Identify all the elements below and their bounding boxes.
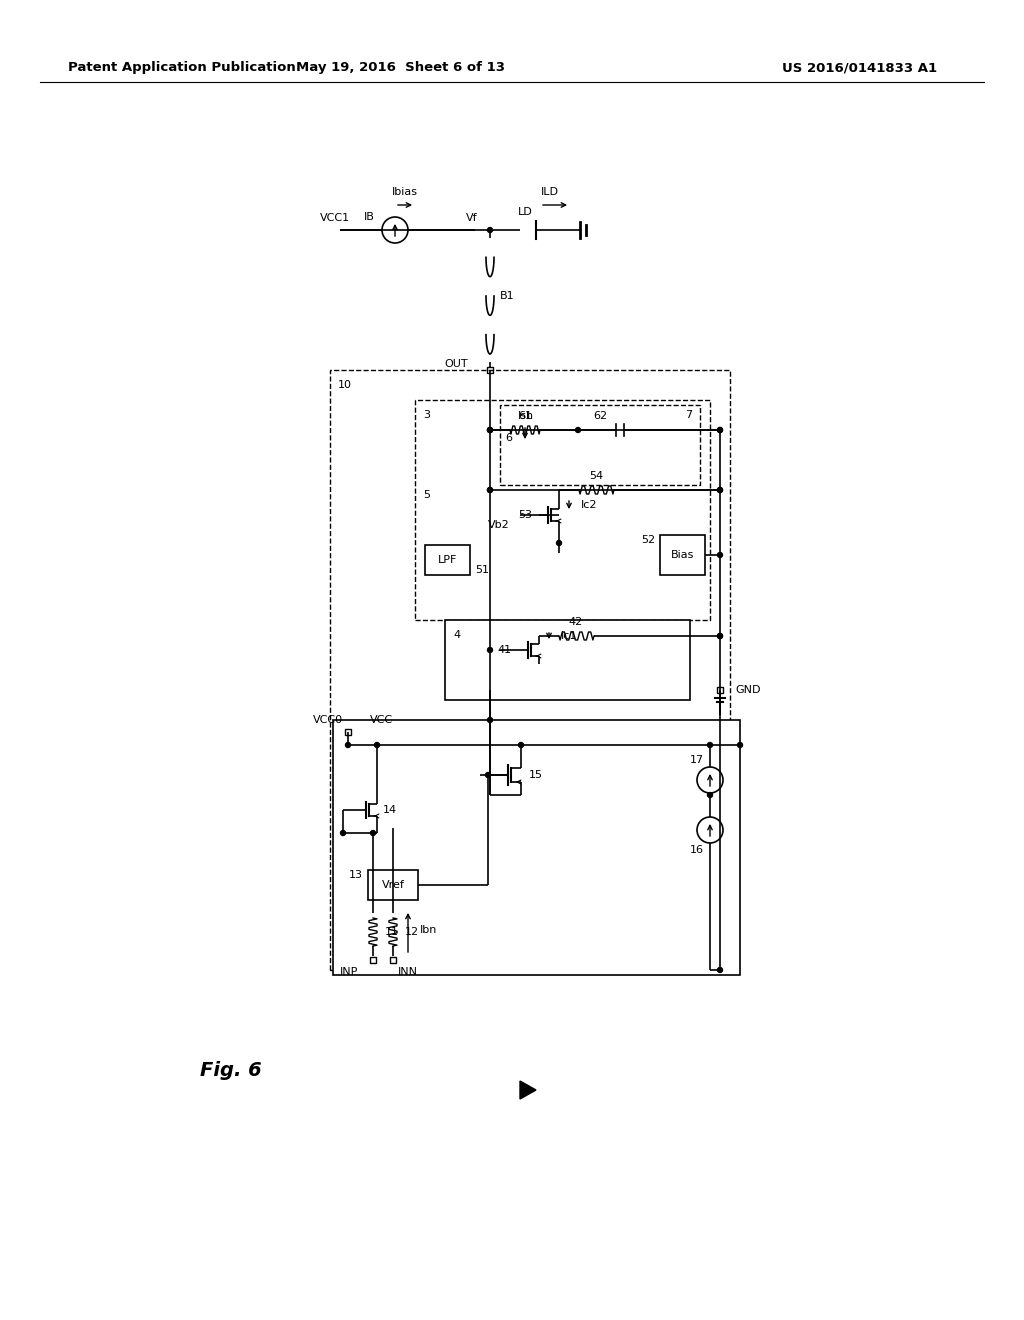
Circle shape bbox=[487, 718, 493, 722]
Text: Ibias: Ibias bbox=[392, 187, 418, 197]
Text: Vf: Vf bbox=[466, 213, 478, 223]
Circle shape bbox=[487, 428, 493, 433]
Text: Bias: Bias bbox=[671, 550, 694, 560]
Bar bbox=[487, 367, 493, 374]
Text: IB: IB bbox=[365, 213, 375, 222]
Circle shape bbox=[718, 428, 723, 433]
Text: 3: 3 bbox=[423, 411, 430, 420]
Circle shape bbox=[487, 428, 493, 433]
Text: 6: 6 bbox=[505, 433, 512, 444]
Circle shape bbox=[371, 830, 376, 836]
Circle shape bbox=[718, 634, 723, 639]
Circle shape bbox=[487, 487, 493, 492]
Text: B1: B1 bbox=[500, 290, 515, 301]
Bar bbox=[445, 620, 690, 700]
Circle shape bbox=[375, 742, 380, 747]
Circle shape bbox=[718, 553, 723, 557]
Text: 42: 42 bbox=[569, 616, 583, 627]
Bar bbox=[330, 370, 730, 970]
Circle shape bbox=[737, 742, 742, 747]
Circle shape bbox=[718, 428, 723, 433]
Text: VCC: VCC bbox=[370, 715, 393, 725]
Text: 10: 10 bbox=[338, 380, 352, 389]
Text: 7: 7 bbox=[685, 411, 692, 420]
Text: 12: 12 bbox=[406, 927, 419, 937]
Polygon shape bbox=[520, 1081, 536, 1100]
Text: INN: INN bbox=[398, 968, 418, 977]
Text: 52: 52 bbox=[641, 535, 655, 545]
Text: May 19, 2016  Sheet 6 of 13: May 19, 2016 Sheet 6 of 13 bbox=[296, 62, 505, 74]
Text: 5: 5 bbox=[423, 490, 430, 500]
Text: ILD: ILD bbox=[541, 187, 559, 197]
Circle shape bbox=[487, 227, 493, 232]
Text: LD: LD bbox=[517, 207, 532, 216]
Text: Ibn: Ibn bbox=[420, 925, 437, 935]
Circle shape bbox=[487, 428, 493, 433]
Circle shape bbox=[345, 742, 350, 747]
Text: 13: 13 bbox=[349, 870, 362, 880]
Text: LPF: LPF bbox=[438, 554, 457, 565]
Text: INP: INP bbox=[340, 968, 358, 977]
Text: 54: 54 bbox=[589, 471, 603, 480]
Text: 53: 53 bbox=[518, 510, 532, 520]
Bar bbox=[425, 545, 470, 576]
Text: 11: 11 bbox=[385, 927, 399, 937]
Bar bbox=[370, 957, 376, 964]
Text: OUT: OUT bbox=[444, 359, 468, 370]
Bar bbox=[390, 957, 396, 964]
Circle shape bbox=[485, 772, 490, 777]
Text: 14: 14 bbox=[383, 805, 397, 814]
Circle shape bbox=[718, 487, 723, 492]
Circle shape bbox=[556, 540, 561, 545]
Text: Ic2: Ic2 bbox=[581, 500, 597, 510]
Text: 51: 51 bbox=[475, 565, 489, 576]
Bar bbox=[333, 719, 740, 975]
Circle shape bbox=[718, 634, 723, 639]
Circle shape bbox=[518, 742, 523, 747]
Text: 16: 16 bbox=[690, 845, 705, 855]
Text: VCC0: VCC0 bbox=[313, 715, 343, 725]
Text: Vb2: Vb2 bbox=[488, 520, 510, 531]
Bar bbox=[368, 870, 418, 900]
Text: 62: 62 bbox=[593, 411, 607, 421]
Circle shape bbox=[708, 792, 713, 797]
Circle shape bbox=[708, 742, 713, 747]
Text: Ic1: Ic1 bbox=[561, 631, 578, 642]
Bar bbox=[415, 400, 710, 620]
Text: Patent Application Publication: Patent Application Publication bbox=[68, 62, 296, 74]
Text: 4: 4 bbox=[453, 630, 460, 640]
Circle shape bbox=[718, 968, 723, 973]
Bar bbox=[345, 729, 351, 735]
Bar bbox=[660, 535, 705, 576]
Circle shape bbox=[718, 487, 723, 492]
Text: Vref: Vref bbox=[382, 880, 404, 890]
Text: Fig. 6: Fig. 6 bbox=[200, 1060, 262, 1080]
Circle shape bbox=[487, 648, 493, 652]
Circle shape bbox=[341, 830, 345, 836]
Text: VCC1: VCC1 bbox=[319, 213, 350, 223]
Circle shape bbox=[575, 428, 581, 433]
Text: 15: 15 bbox=[529, 770, 543, 780]
Text: 61: 61 bbox=[518, 411, 532, 421]
Circle shape bbox=[487, 487, 493, 492]
Text: GND: GND bbox=[735, 685, 761, 696]
Text: US 2016/0141833 A1: US 2016/0141833 A1 bbox=[782, 62, 938, 74]
Bar bbox=[717, 686, 723, 693]
Text: 17: 17 bbox=[690, 755, 705, 766]
Text: Ish: Ish bbox=[518, 411, 535, 421]
Text: 41: 41 bbox=[498, 645, 512, 655]
Bar bbox=[500, 405, 700, 484]
